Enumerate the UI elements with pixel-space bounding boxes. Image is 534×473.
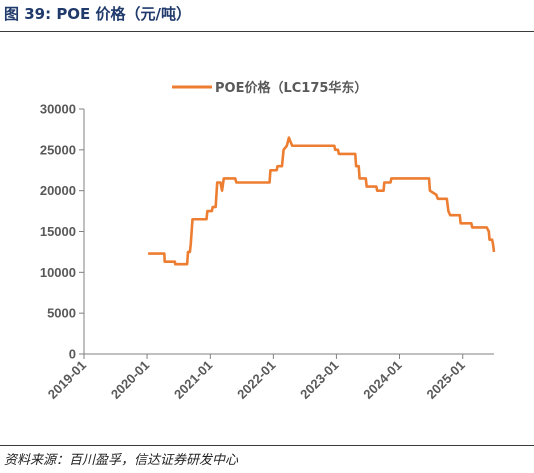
y-axis: 0 5000 10000 15000 20000 25000 30000 [40,102,85,362]
figure-title: 图 39: POE 价格（元/吨） [4,5,192,23]
x-tick-label: 2025-01 [423,358,467,402]
y-tick-label: 25000 [40,142,76,157]
x-tick-label: 2022-01 [234,358,278,402]
legend-label: POE价格（LC175华东） [215,80,367,96]
y-tick-label: 5000 [47,306,76,321]
x-tick-label: 2024-01 [360,358,404,402]
source-note: 资料来源：百川盈孚，信达证券研发中心 [4,453,239,468]
y-tick-label: 0 [69,347,76,362]
title-rule [0,31,534,32]
series-line [148,136,496,266]
x-tick-label: 2021-01 [171,358,215,402]
x-tick-label: 2023-01 [297,358,341,402]
x-axis: 2019-01 2020-01 2021-01 2022-01 2023-01 2024-… [45,353,494,402]
legend: POE价格（LC175华东） [172,80,367,96]
y-tick-label: 10000 [40,265,76,280]
series-layer [148,136,496,266]
x-tick-label: 2020-01 [108,358,152,402]
x-tick-label: 2019-01 [45,358,89,402]
source-rule [0,445,534,446]
y-tick-label: 15000 [40,224,76,239]
line-chart: POE价格（LC175华东） 0 5000 10000 15000 20000 25000… [40,80,496,402]
y-tick-label: 20000 [40,183,76,198]
y-tick-label: 30000 [40,102,76,117]
